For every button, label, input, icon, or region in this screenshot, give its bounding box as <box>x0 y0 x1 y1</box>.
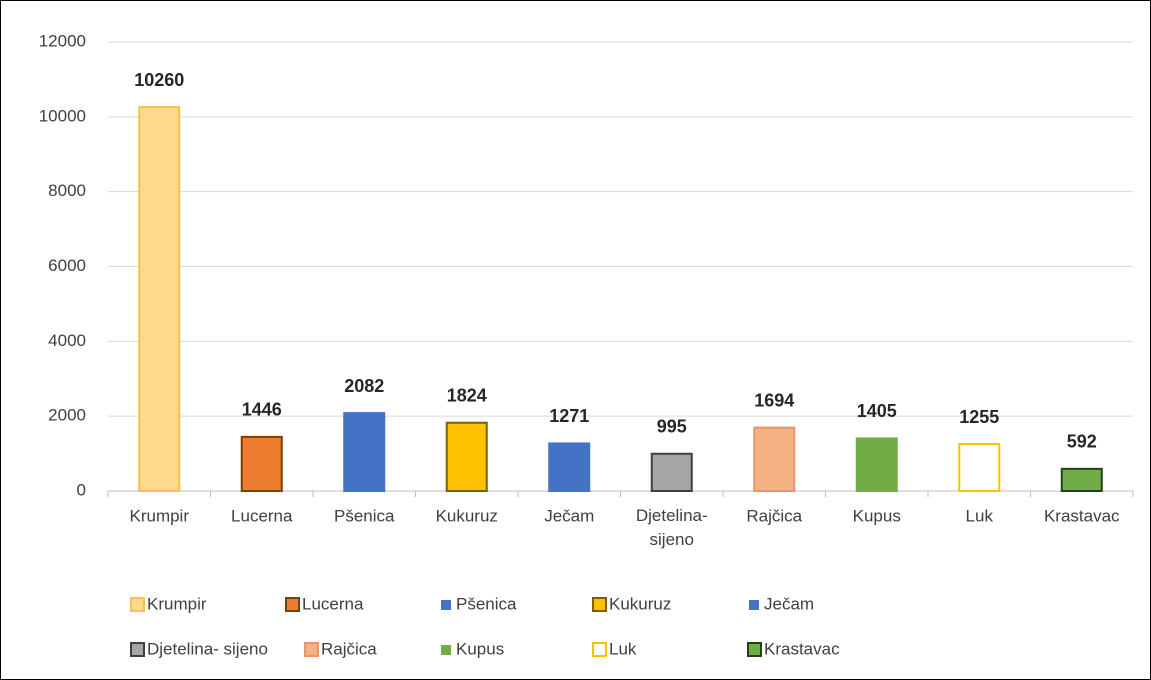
legend-swatch <box>441 600 451 610</box>
legend-swatch <box>747 642 762 657</box>
x-tick-label: Kukuruz <box>436 506 498 525</box>
bar <box>753 426 796 493</box>
bar <box>958 443 1001 492</box>
y-tick-label: 0 <box>77 480 86 499</box>
x-tick-label: Pšenica <box>334 506 395 525</box>
bar <box>138 106 181 492</box>
y-tick-label: 10000 <box>39 106 86 125</box>
data-label: 1271 <box>549 406 589 426</box>
bar <box>1060 467 1103 493</box>
y-tick-label: 2000 <box>48 406 86 425</box>
x-tick-label: Krastavac <box>1044 506 1120 525</box>
legend-swatch <box>130 642 145 657</box>
legend-label: Kukuruz <box>609 594 671 613</box>
legend-swatch <box>441 645 451 655</box>
y-tick-label: 6000 <box>48 256 86 275</box>
x-tick-label-line: sijeno <box>650 530 694 549</box>
bar <box>343 412 386 493</box>
data-label: 995 <box>657 417 687 437</box>
legend-swatch <box>130 597 145 612</box>
x-tick-label: Rajčica <box>746 506 802 525</box>
legend-swatch <box>304 642 319 657</box>
data-label: 1824 <box>447 386 487 406</box>
bar <box>855 437 898 493</box>
x-tick-label: Luk <box>966 506 994 525</box>
data-label: 1694 <box>754 390 794 410</box>
legend-label: Krumpir <box>147 594 207 613</box>
x-tick-label: Ječam <box>544 506 594 525</box>
legend-label: Rajčica <box>321 639 377 658</box>
bar <box>650 452 693 492</box>
x-tick-label-line: Djetelina- <box>636 506 708 525</box>
x-tick-label: Krumpir <box>129 506 189 525</box>
legend-label: Luk <box>609 639 637 658</box>
legend-label: Lucerna <box>302 594 364 613</box>
legend-swatch <box>749 600 759 610</box>
bar <box>548 442 591 493</box>
data-label: 1446 <box>242 400 282 420</box>
legend-label: Kupus <box>456 639 504 658</box>
legend-swatch <box>592 597 607 612</box>
bar <box>240 435 283 493</box>
legend-label: Krastavac <box>764 639 840 658</box>
legend-label: Pšenica <box>456 594 517 613</box>
data-label: 10260 <box>134 70 184 90</box>
x-tick-label: Kupus <box>853 506 901 525</box>
x-tick-label: Djetelina-sijeno <box>636 506 708 549</box>
legend-swatch <box>285 597 300 612</box>
x-tick-label: Lucerna <box>231 506 293 525</box>
data-label: 1405 <box>857 401 897 421</box>
legend-label: Ječam <box>764 594 814 613</box>
legend-label: Djetelina- sijeno <box>147 639 268 658</box>
y-tick-label: 4000 <box>48 331 86 350</box>
data-label: 1255 <box>959 407 999 427</box>
y-tick-label: 12000 <box>39 31 86 50</box>
legend-swatch <box>592 642 607 657</box>
data-label: 592 <box>1067 432 1097 452</box>
bar <box>445 421 488 493</box>
data-label: 2082 <box>344 376 384 396</box>
y-tick-label: 8000 <box>48 181 86 200</box>
